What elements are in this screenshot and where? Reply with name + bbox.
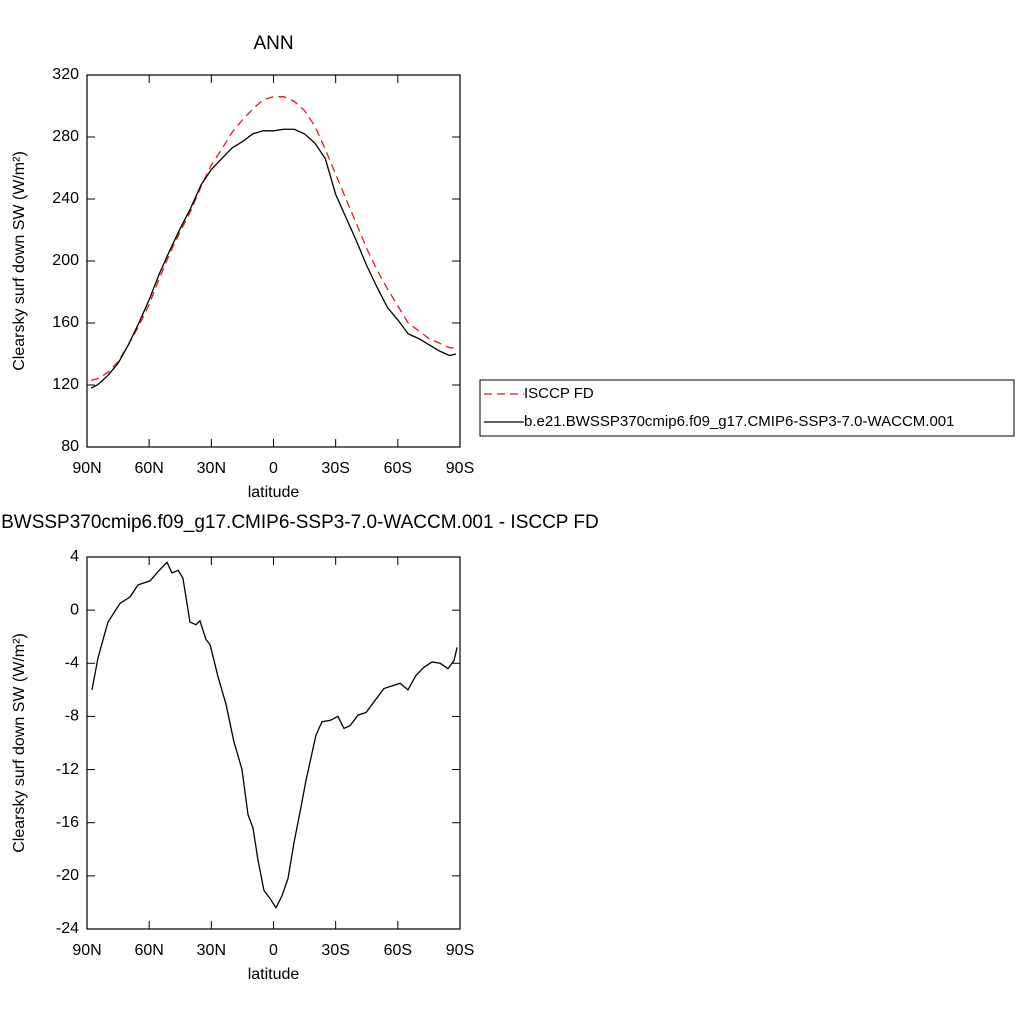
x-tick-label: 60N [134,460,163,477]
x-tick-label: 30S [321,942,349,959]
plot-frame [86,556,461,930]
y-tick-label: 0 [70,601,79,618]
x-tick-label: 90N [72,460,101,477]
legend-box [479,379,1015,437]
chart-title: b.e21.BWSSP370cmip6.f09_g17.CMIP6-SSP3-7… [0,512,599,533]
x-tick-label: 90S [446,942,474,959]
legend-label: ISCCP FD [524,385,594,402]
y-tick-label: 4 [70,548,79,565]
y-axis-label: Clearsky surf down SW (W/m²) [11,633,28,853]
x-tick-label: 60S [384,460,412,477]
x-tick-label: 90S [446,460,474,477]
y-tick-label: -4 [65,655,79,672]
x-tick-label: 30N [197,460,226,477]
y-tick-label: 240 [52,190,79,207]
x-axis-label: latitude [248,484,300,501]
x-tick-label: 30S [321,460,349,477]
y-tick-label: 120 [52,376,79,393]
y-tick-label: -12 [56,761,79,778]
y-tick-label: 320 [52,66,79,83]
x-tick-label: 0 [269,460,278,477]
y-tick-label: 80 [61,438,79,455]
x-tick-label: 30N [197,942,226,959]
y-tick-label: -20 [56,867,79,884]
chart-title: ANN [253,33,293,54]
y-tick-label: -24 [56,920,79,937]
data-line [90,128,457,389]
y-tick-label: 280 [52,128,79,145]
y-tick-label: 160 [52,314,79,331]
x-tick-label: 60S [384,942,412,959]
y-tick-label: -8 [65,708,79,725]
x-axis-label: latitude [248,966,300,983]
y-axis-label: Clearsky surf down SW (W/m²) [11,151,28,371]
data-line [90,96,456,381]
legend-label: b.e21.BWSSP370cmip6.f09_g17.CMIP6-SSP3-7… [524,413,954,430]
y-tick-label: 200 [52,252,79,269]
x-tick-label: 90N [72,942,101,959]
x-tick-label: 0 [269,942,278,959]
y-tick-label: -16 [56,814,79,831]
data-line [91,561,458,910]
x-tick-label: 60N [134,942,163,959]
